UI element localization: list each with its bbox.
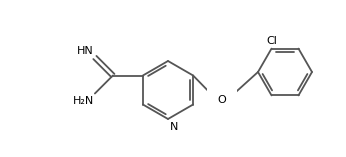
Text: HN: HN xyxy=(77,46,94,56)
Text: Cl: Cl xyxy=(266,36,277,46)
Text: H₂N: H₂N xyxy=(73,95,94,106)
Text: N: N xyxy=(170,122,179,132)
Text: O: O xyxy=(218,95,226,105)
